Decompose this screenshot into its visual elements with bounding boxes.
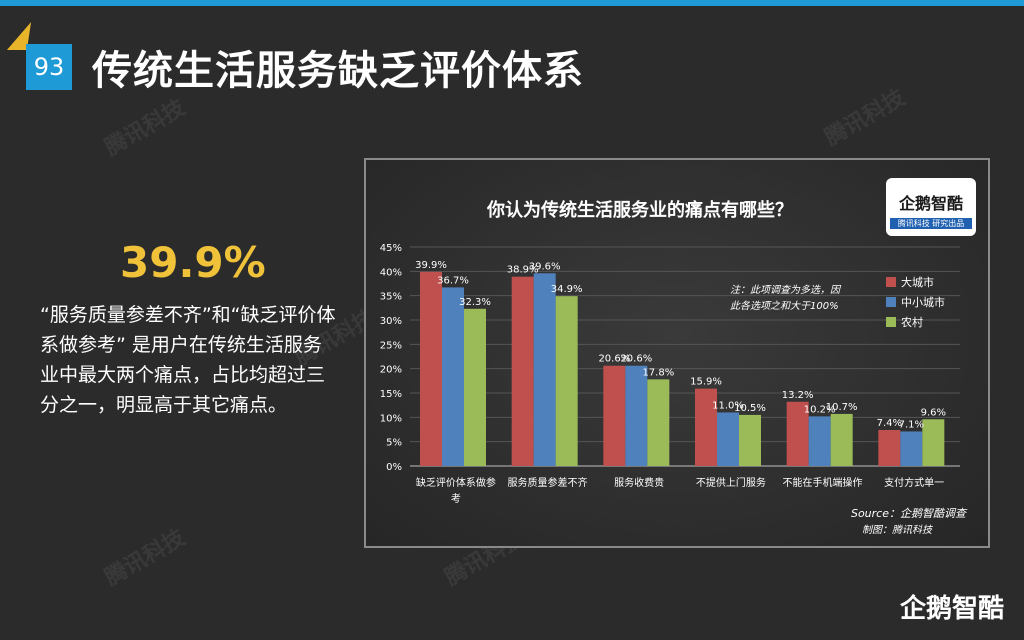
page-title: 传统生活服务缺乏评价体系	[92, 48, 584, 94]
x-tick-label: 不提供上门服务	[696, 476, 766, 489]
chart-title: 你认为传统生活服务业的痛点有哪些？	[486, 199, 793, 221]
x-tick-label: 支付方式单一	[884, 476, 944, 489]
data-label: 17.8%	[642, 367, 674, 378]
y-tick-label: 10%	[380, 413, 402, 424]
data-label: 9.6%	[921, 407, 946, 418]
bar	[830, 413, 853, 466]
bar	[511, 276, 534, 466]
bar	[695, 388, 717, 466]
data-label: 32.3%	[459, 297, 491, 308]
data-label: 10.7%	[826, 402, 858, 413]
chart-note-line1: 注：此项调查为多选，因	[730, 284, 842, 296]
legend-label: 农村	[901, 315, 923, 329]
chart-logo-main: 企鹅智酷	[898, 194, 963, 213]
highlight-stat: 39.9%	[120, 238, 266, 287]
data-label: 20.6%	[598, 354, 630, 365]
y-tick-label: 30%	[380, 316, 402, 327]
legend-label: 大城市	[901, 275, 934, 289]
bar	[603, 365, 626, 466]
x-tick-label: 不能在手机端操作	[783, 476, 863, 489]
y-tick-label: 0%	[386, 462, 402, 473]
bar	[786, 401, 809, 466]
data-label: 20.6%	[620, 354, 652, 365]
legend-swatch	[886, 317, 896, 327]
bar	[717, 412, 739, 466]
bar	[878, 429, 901, 466]
bar	[625, 365, 648, 466]
legend-swatch	[886, 277, 896, 287]
bar	[533, 273, 556, 466]
x-tick-label: 服务收费贵	[614, 476, 664, 489]
bar	[647, 379, 670, 466]
y-tick-label: 5%	[386, 438, 402, 449]
data-label: 7.4%	[877, 418, 902, 429]
chart-credit: 制图：腾讯科技	[862, 524, 934, 536]
data-label: 10.5%	[734, 403, 766, 414]
top-accent-bar	[0, 0, 1024, 6]
chart-source: Source：企鹅智酷调查	[851, 507, 968, 520]
data-label: 39.6%	[529, 261, 561, 272]
bar	[442, 287, 464, 466]
y-tick-label: 40%	[380, 267, 402, 278]
data-label: 36.7%	[437, 275, 469, 286]
chart-note-line2: 此各选项之和大于100%	[730, 300, 839, 312]
data-label: 7.1%	[899, 419, 924, 430]
bar	[922, 419, 945, 466]
legend-swatch	[886, 297, 896, 307]
chart-logo-sub: 腾讯科技 研究出品	[890, 218, 972, 229]
chart-logo: 企鹅智酷 腾讯科技 研究出品	[886, 178, 976, 236]
bar	[420, 271, 442, 466]
y-tick-label: 45%	[380, 243, 402, 254]
bar	[555, 296, 578, 466]
x-tick-label: 缺乏评价体系做参	[416, 476, 496, 489]
data-label: 15.9%	[690, 377, 722, 388]
y-tick-label: 15%	[380, 389, 402, 400]
footer-logo: 企鹅智酷	[900, 594, 1005, 624]
description-text: “服务质量参差不齐”和“缺乏评价体系做参考” 是用户在传统生活服务业中最大两个痛…	[40, 304, 336, 416]
bar	[739, 414, 761, 466]
bar	[808, 416, 831, 466]
data-label: 38.9%	[507, 265, 539, 276]
data-label: 34.9%	[551, 284, 583, 295]
legend-label: 中小城市	[901, 295, 945, 309]
bar	[900, 431, 923, 466]
bar	[464, 308, 486, 466]
data-label: 13.2%	[782, 390, 814, 401]
x-tick-label-cont: 考	[451, 493, 461, 505]
x-tick-label: 服务质量参差不齐	[508, 476, 588, 489]
data-label: 10.2%	[804, 404, 836, 415]
y-tick-label: 25%	[380, 340, 402, 351]
y-tick-label: 35%	[380, 292, 402, 303]
data-label: 39.9%	[415, 260, 447, 271]
data-label: 11.0%	[712, 400, 744, 411]
page-number: 93	[26, 44, 72, 90]
y-tick-label: 20%	[380, 365, 402, 376]
